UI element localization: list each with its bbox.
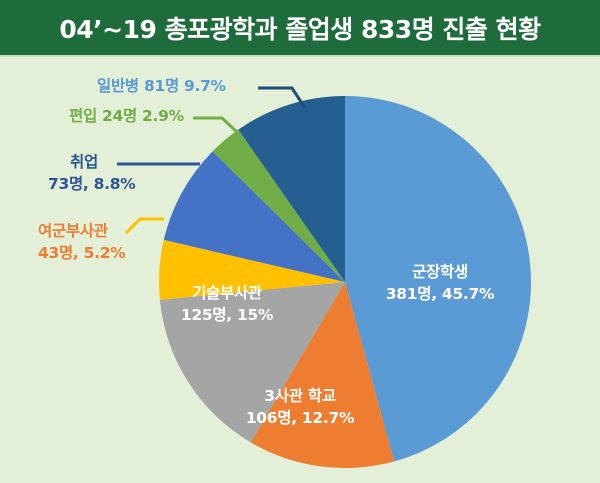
label-gunjang-value: 381명, 45.7% <box>385 285 495 303</box>
pie-slices <box>158 96 531 468</box>
label-gisul-name: 기술부사관 <box>192 284 262 302</box>
label-gisul-value: 125명, 15% <box>180 306 274 324</box>
pie-slice-1 <box>250 282 395 468</box>
pie-slice-0 <box>345 96 531 462</box>
chart-title: 04’~19 총포광학과 졸업생 833명 진출 현황 <box>59 14 541 44</box>
label-yeogun-name: 여군부사관 <box>38 222 108 240</box>
label-samsagwan-value: 106명, 12.7% <box>245 409 355 427</box>
label-ilbanbyeong: 일반병 81명 9.7% <box>97 77 226 95</box>
label-chwieop-value: 73명, 8.8% <box>48 175 136 193</box>
leader-line-pyeonip <box>193 116 240 135</box>
leader-line-ilbanbyeong <box>258 86 307 109</box>
leader-line-yeogun <box>124 217 164 235</box>
label-gunjang-name: 군장학생 <box>412 263 468 281</box>
label-chwieop-name: 취업 <box>70 153 98 171</box>
label-yeogun-value: 43명, 5.2% <box>38 244 126 262</box>
pie-slice-4 <box>163 151 345 282</box>
pie-slice-3 <box>158 239 345 300</box>
label-samsagwan-name: 3사관 학교 <box>264 387 336 405</box>
pie-slice-2 <box>159 282 345 443</box>
chart-title-bar: 04’~19 총포광학과 졸업생 833명 진출 현황 <box>0 0 600 57</box>
label-pyeonip: 편입 24명 2.9% <box>69 107 184 125</box>
pie-slice-5 <box>212 129 345 282</box>
pie-slice-6 <box>238 96 345 282</box>
